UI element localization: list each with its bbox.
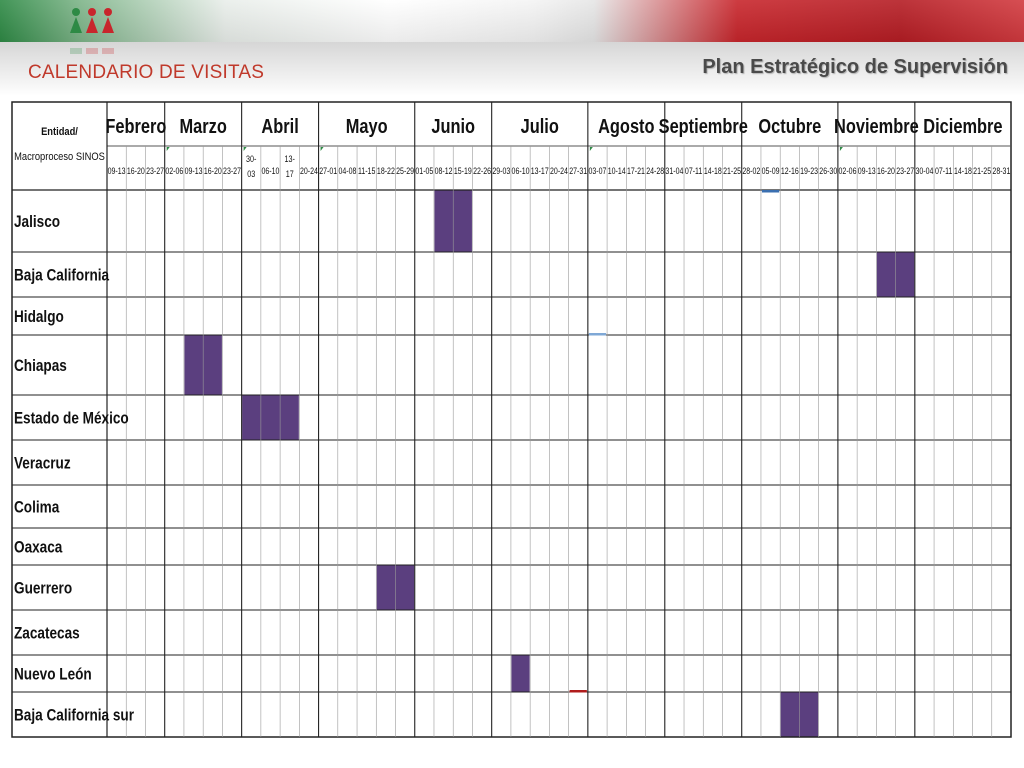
week-header: 20-24 — [550, 166, 568, 176]
month-header: Marzo — [180, 114, 227, 137]
entity-label: Chiapas — [14, 357, 67, 376]
week-header: 13-17 — [531, 166, 549, 176]
entity-label: Baja California sur — [14, 706, 134, 725]
week-header: 13- — [285, 154, 296, 164]
week-header: 30- — [246, 154, 257, 164]
week-header: 16-20 — [127, 166, 145, 176]
entity-label: Guerrero — [14, 579, 72, 598]
week-header: 29-03 — [492, 166, 510, 176]
week-header: 24-28 — [646, 166, 664, 176]
entity-label: Zacatecas — [14, 624, 80, 643]
table-frame — [11, 101, 1012, 738]
month-header: Noviembre — [834, 114, 919, 137]
week-header: 02-06 — [839, 166, 857, 176]
week-header: 14-18 — [954, 166, 972, 176]
entity-label: Baja California — [14, 266, 110, 285]
week-header: 26-30 — [819, 166, 837, 176]
week-header: 28-02 — [742, 166, 760, 176]
cell-comment-marker — [166, 147, 170, 151]
week-header: 23-27 — [896, 166, 914, 176]
week-header: 30-04 — [915, 166, 933, 176]
week-header: 09-13 — [858, 166, 876, 176]
week-header: 21-25 — [973, 166, 991, 176]
week-header: 19-23 — [800, 166, 818, 176]
cell-accent-mark — [761, 190, 780, 193]
month-header: Octubre — [758, 114, 821, 137]
cell-accent-mark — [569, 690, 587, 693]
month-header: Abril — [261, 114, 298, 137]
month-header: Mayo — [346, 114, 388, 137]
week-header: 14-18 — [704, 166, 722, 176]
week-header: 15-19 — [454, 166, 472, 176]
week-header: 31-04 — [665, 166, 683, 176]
entity-label: Colima — [14, 498, 60, 517]
cell-comment-marker — [839, 147, 843, 151]
week-header: 16-20 — [877, 166, 895, 176]
corner-header-line1: Entidad/ — [41, 126, 78, 138]
week-header: 22-26 — [473, 166, 491, 176]
week-header: 25-29 — [396, 166, 414, 176]
week-header: 06-10 — [262, 166, 280, 176]
cell-accent-mark — [588, 333, 607, 336]
section-title: Plan Estratégico de Supervisión — [702, 56, 1008, 78]
month-header: Agosto — [598, 114, 654, 137]
month-header: Septiembre — [659, 114, 748, 137]
week-header: 03-07 — [588, 166, 606, 176]
week-header: 20-24 — [300, 166, 318, 176]
week-header: 28-31 — [992, 166, 1010, 176]
week-header: 23-27 — [223, 166, 241, 176]
logo-reflection — [70, 48, 114, 54]
week-header: 27-31 — [569, 166, 587, 176]
entity-label: Oaxaca — [14, 538, 63, 557]
week-header: 01-05 — [415, 166, 433, 176]
week-header: 27-01 — [319, 166, 337, 176]
entity-label: Estado de México — [14, 409, 129, 428]
week-header-part: 17 — [286, 169, 294, 179]
week-header: 04-08 — [338, 166, 356, 176]
month-header: Diciembre — [923, 114, 1002, 137]
week-header: 21-25 — [723, 166, 741, 176]
institution-logo — [70, 8, 114, 33]
cell-comment-marker — [589, 147, 593, 151]
week-header: 02-06 — [165, 166, 183, 176]
header-band — [0, 42, 1024, 96]
week-header: 18-22 — [377, 166, 395, 176]
month-header: Febrero — [105, 114, 166, 137]
week-header: 10-14 — [608, 166, 626, 176]
month-header: Julio — [521, 114, 559, 137]
week-header: 16-20 — [204, 166, 222, 176]
visit-block — [242, 395, 299, 440]
entity-label: Nuevo León — [14, 665, 92, 684]
entity-label: Hidalgo — [14, 308, 64, 327]
flag-banner — [0, 0, 1024, 42]
week-header: 23-27 — [146, 166, 164, 176]
visit-block — [511, 655, 530, 692]
week-header: 07-11 — [935, 166, 953, 176]
week-header: 09-13 — [185, 166, 203, 176]
week-header: 08-12 — [435, 166, 453, 176]
week-header: 17-21 — [627, 166, 645, 176]
week-header: 05-09 — [762, 166, 780, 176]
week-header: 07-11 — [685, 166, 703, 176]
week-header: 09-13 — [108, 166, 126, 176]
week-header-part: 03 — [247, 169, 255, 179]
week-header: 06-10 — [512, 166, 530, 176]
cell-comment-marker — [320, 147, 324, 151]
entity-label: Jalisco — [14, 213, 60, 232]
corner-header-line2: Macroproceso SINOS — [14, 151, 105, 163]
month-header: Junio — [431, 114, 475, 137]
week-header: 11-15 — [358, 166, 376, 176]
page-title: CALENDARIO DE VISITAS — [28, 62, 265, 83]
cell-comment-marker — [243, 147, 247, 151]
entity-label: Veracruz — [14, 454, 71, 473]
week-header: 12-16 — [781, 166, 799, 176]
